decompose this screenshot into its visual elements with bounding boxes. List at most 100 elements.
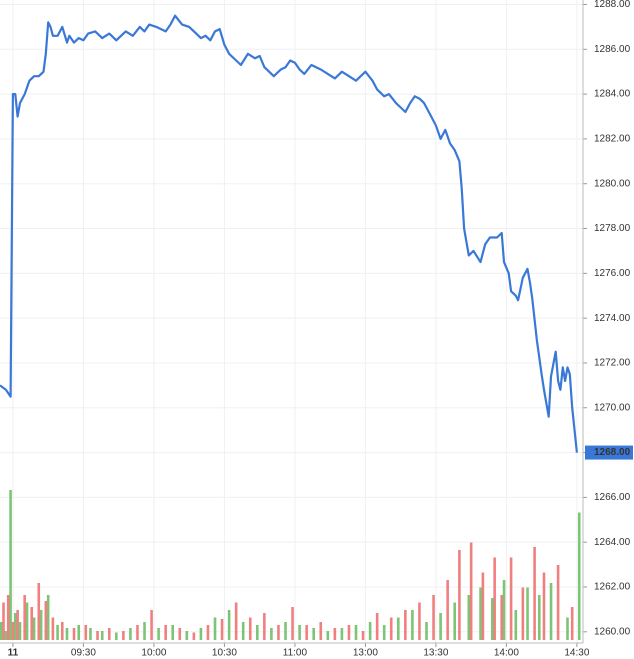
- y-tick-label: 1270.00: [594, 402, 631, 413]
- y-tick-label: 1284.00: [594, 89, 631, 100]
- volume-bar: [526, 587, 529, 640]
- volume-bar: [566, 617, 569, 640]
- volume-bar: [556, 565, 560, 640]
- volume-bar: [263, 613, 266, 640]
- y-tick-label: 1274.00: [594, 313, 631, 324]
- volume-bar: [270, 628, 273, 640]
- volume-bar: [23, 595, 26, 640]
- volume-bar: [404, 610, 407, 640]
- volume-bar: [178, 628, 182, 640]
- volume-bar: [333, 628, 337, 640]
- volume-bar: [206, 625, 210, 640]
- volume-bar: [96, 631, 99, 640]
- volume-bar: [4, 631, 8, 640]
- volume-bar: [227, 610, 231, 640]
- volume-bar: [171, 625, 175, 640]
- volume-bar: [192, 632, 196, 640]
- volume-bar: [291, 607, 294, 640]
- volume-bar: [467, 595, 471, 640]
- volume-bar: [0, 622, 3, 640]
- volume-bar: [368, 622, 372, 640]
- volume-bar: [37, 583, 41, 640]
- volume-bar: [347, 625, 351, 640]
- volume-bar: [425, 622, 428, 640]
- volume-bar: [164, 625, 167, 640]
- volume-bar: [577, 512, 581, 640]
- volume-bar: [6, 595, 10, 640]
- volume-bar: [533, 547, 536, 640]
- volume-bar: [72, 628, 76, 640]
- y-tick-label: 1260.00: [594, 626, 631, 637]
- volume-bar: [44, 601, 48, 640]
- volume-bar: [493, 557, 496, 640]
- volume-bar: [157, 628, 160, 640]
- volume-bar: [549, 583, 553, 640]
- x-tick-label: 14:30: [564, 648, 589, 659]
- volume-bar: [481, 572, 485, 640]
- volume-bar: [490, 598, 494, 640]
- volume-bar: [9, 490, 12, 640]
- volume-bar: [502, 580, 506, 640]
- volume-bar: [107, 628, 111, 640]
- volume-bar: [411, 610, 414, 640]
- volume-bar: [542, 572, 546, 640]
- last-price-label: 1268.00: [594, 447, 631, 458]
- volume-bar: [509, 557, 513, 640]
- volume-bar: [100, 631, 104, 640]
- x-tick-label: 13:00: [353, 648, 378, 659]
- volume-bar: [30, 607, 34, 640]
- volume-bar: [248, 617, 252, 640]
- y-tick-label: 1276.00: [594, 268, 631, 279]
- y-tick-label: 1278.00: [594, 223, 631, 234]
- volume-bar: [13, 613, 17, 640]
- volume-bar: [129, 628, 132, 640]
- volume-bar: [284, 622, 287, 640]
- volume-bar: [136, 625, 139, 640]
- y-tick-label: 1264.00: [594, 537, 631, 548]
- volume-bar: [2, 602, 5, 640]
- volume-bar: [25, 602, 29, 640]
- volume-bar: [234, 602, 238, 640]
- x-tick-label: 10:30: [212, 648, 237, 659]
- volume-bar: [32, 617, 36, 640]
- y-tick-label: 1266.00: [594, 492, 631, 503]
- volume-bar: [277, 625, 280, 640]
- volume-bar: [220, 619, 224, 640]
- volume-bar: [18, 622, 22, 640]
- y-tick-label: 1286.00: [594, 44, 631, 55]
- volume-bar: [453, 602, 456, 640]
- x-tick-label: 14:00: [494, 648, 519, 659]
- volume-bar: [439, 613, 442, 640]
- volume-bar: [521, 587, 525, 640]
- volume-bar: [256, 625, 259, 640]
- price-line: [0, 14, 578, 453]
- volume-bar: [46, 595, 50, 640]
- y-tick-label: 1262.00: [594, 582, 631, 593]
- volume-bar: [39, 610, 43, 640]
- volume-bar: [500, 595, 503, 640]
- y-tick-label: 1280.00: [594, 178, 631, 189]
- x-tick-label: 11:00: [283, 648, 308, 659]
- y-tick-label: 1282.00: [594, 134, 631, 145]
- volume-bar: [305, 625, 308, 640]
- last-price-box: [585, 445, 633, 460]
- x-tick-label: 13:30: [423, 648, 448, 659]
- volume-bar: [570, 607, 574, 640]
- volume-bar: [361, 631, 365, 640]
- x-tick-label: 09:30: [71, 648, 96, 659]
- volume-bar: [418, 602, 421, 640]
- volume-bar: [432, 595, 435, 640]
- volume-bar: [16, 610, 19, 640]
- volume-bar: [340, 628, 344, 640]
- volume-bar: [326, 631, 330, 640]
- volume-bar: [143, 622, 146, 640]
- volume-bar: [389, 617, 393, 640]
- volume-bar: [77, 625, 81, 640]
- volume-bar: [446, 580, 449, 640]
- volume-bar: [298, 625, 301, 640]
- volume-bar: [312, 628, 316, 640]
- volume-bar: [122, 631, 125, 640]
- volume-bar: [115, 632, 118, 640]
- volume-bar: [514, 610, 518, 640]
